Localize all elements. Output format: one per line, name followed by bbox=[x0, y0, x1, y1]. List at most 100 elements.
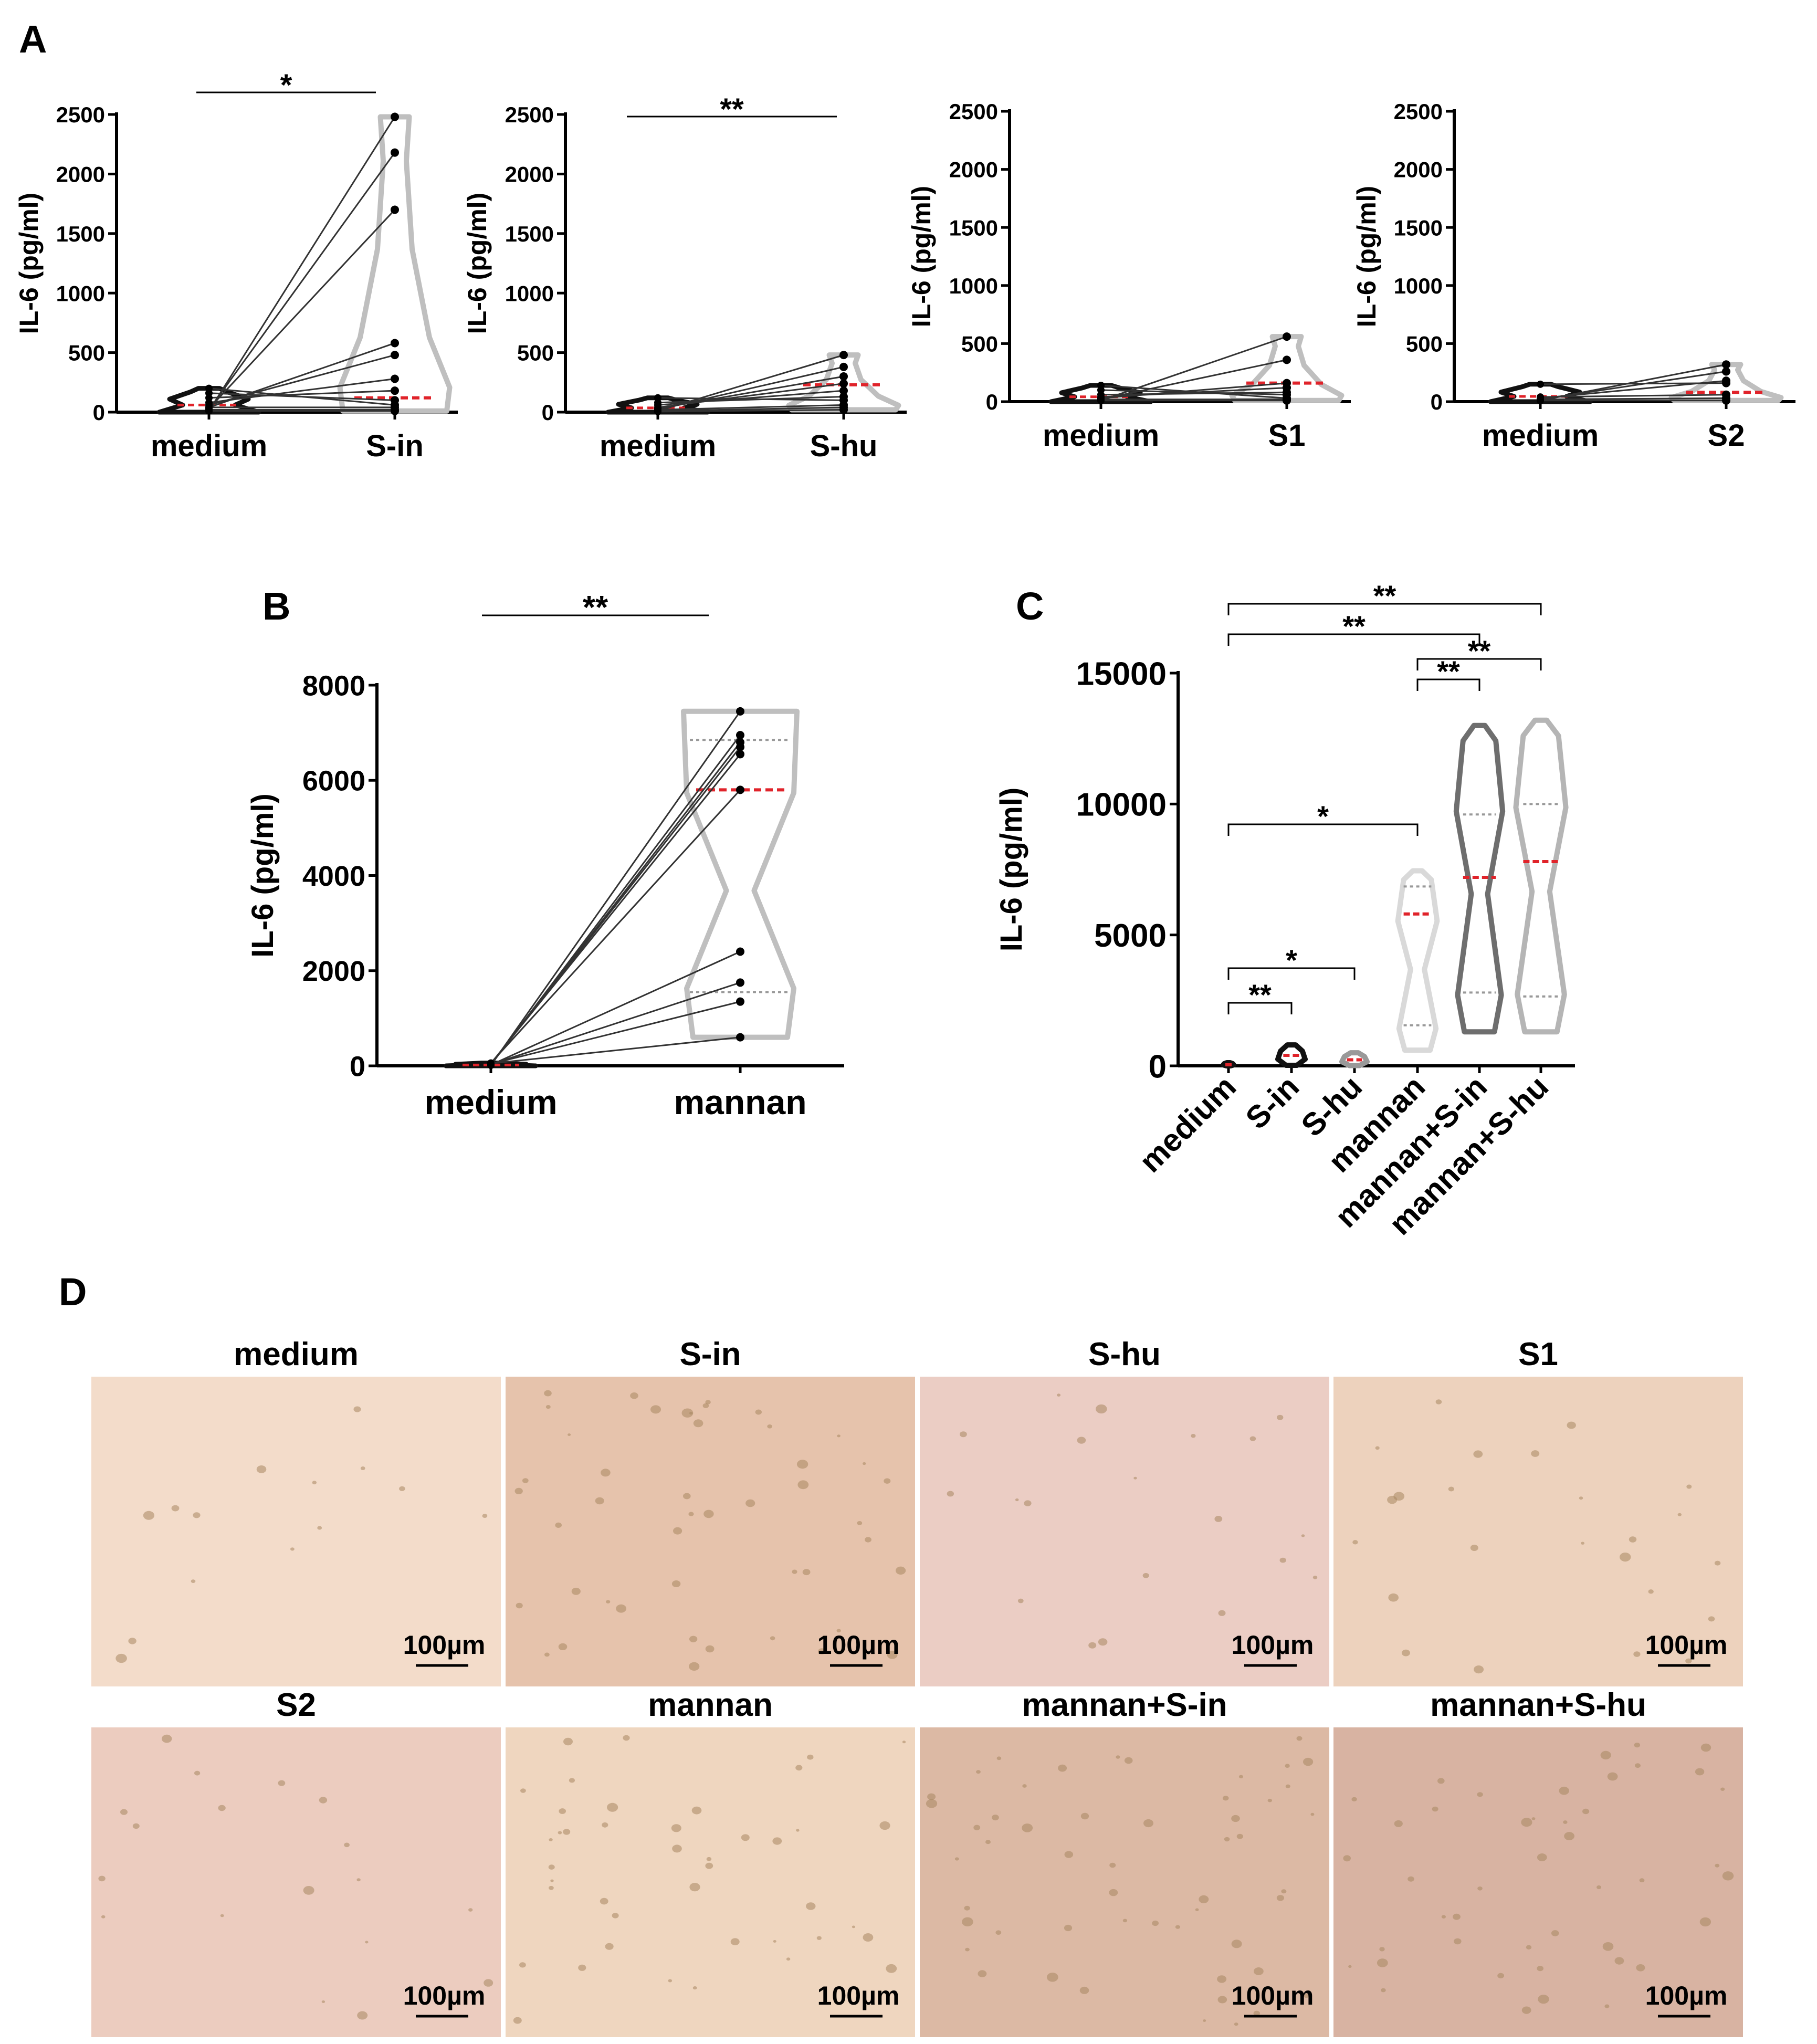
micrograph-cell bbox=[321, 2000, 325, 2003]
micrograph-cell bbox=[1351, 1797, 1357, 1801]
micrograph-cell bbox=[1175, 1925, 1180, 1929]
micrograph-cell bbox=[706, 1857, 712, 1861]
micrograph-cell bbox=[741, 1834, 750, 1841]
b-point bbox=[736, 742, 744, 751]
micrograph-cell bbox=[1600, 1750, 1611, 1759]
micrograph-cell bbox=[544, 1652, 550, 1657]
micrograph-cell bbox=[630, 1392, 638, 1399]
a2-point bbox=[839, 372, 848, 381]
chart-a2: 0 500 1000 1500 2000 2500 IL-6 (pg/ml) medium S-… bbox=[463, 92, 907, 463]
b-point bbox=[736, 731, 744, 740]
micrograph-cell bbox=[1537, 1853, 1547, 1861]
b-significance-label: ** bbox=[583, 590, 608, 626]
a3-point bbox=[1283, 332, 1291, 341]
micrograph-cell bbox=[954, 1857, 959, 1861]
b-y-tick-label: 4000 bbox=[302, 861, 365, 892]
a2-x-tick-label: medium bbox=[600, 429, 716, 463]
micrograph-cell bbox=[965, 1947, 970, 1952]
micrograph-cell bbox=[1143, 1819, 1153, 1828]
micrograph-cell bbox=[902, 1741, 906, 1744]
a1-violin-medium bbox=[156, 386, 261, 415]
a2-pair-line bbox=[657, 383, 844, 408]
micrograph-cell bbox=[544, 1390, 552, 1397]
micrograph-cell bbox=[1046, 1973, 1058, 1982]
micrograph-cell bbox=[1648, 1589, 1654, 1594]
micrograph-cell bbox=[1218, 1610, 1226, 1616]
panel-label-b: B bbox=[262, 584, 290, 628]
a2-pair-line bbox=[657, 397, 844, 401]
a4-point bbox=[1722, 360, 1730, 369]
micrograph-cell bbox=[1393, 1492, 1405, 1501]
chart-b: 0 2000 4000 6000 8000 IL-6 (pg/ml) medium manna… bbox=[246, 590, 844, 1121]
micrograph-cell bbox=[605, 1943, 614, 1950]
micrograph-cell bbox=[514, 1487, 523, 1494]
micrograph-cell bbox=[606, 1600, 611, 1603]
micrograph-cell bbox=[519, 1962, 526, 1968]
micrograph-cell bbox=[673, 1527, 682, 1535]
micrograph-cell bbox=[1453, 1913, 1461, 1920]
a1-significance-label: * bbox=[280, 68, 292, 102]
c-significance-label: ** bbox=[1373, 579, 1396, 612]
a3-y-tick-label: 1000 bbox=[949, 274, 998, 298]
micrograph-cell bbox=[548, 1864, 555, 1870]
a2-pair-line bbox=[657, 390, 844, 406]
micrograph-cell bbox=[1203, 2019, 1206, 2022]
b-point bbox=[736, 997, 744, 1006]
micrograph-cell bbox=[1152, 1920, 1159, 1926]
micrograph-cell bbox=[1296, 1736, 1303, 1741]
a2-violin-medium bbox=[605, 395, 710, 415]
a4-y-tick-label: 1000 bbox=[1394, 274, 1443, 298]
scale-bar-label: 100µm bbox=[1232, 1630, 1314, 1660]
a2-y-tick-label: 2500 bbox=[505, 102, 554, 127]
a3-point bbox=[1283, 396, 1291, 405]
c-y-tick-label: 0 bbox=[1149, 1049, 1167, 1085]
a2-y-axis-label: IL-6 (pg/ml) bbox=[463, 193, 492, 334]
micrograph-cell bbox=[1564, 1832, 1575, 1840]
a4-y-tick-label: 1500 bbox=[1394, 215, 1443, 240]
micrograph-cell bbox=[1254, 1967, 1264, 1975]
panel-label-a: A bbox=[19, 17, 47, 61]
c-significance-bracket bbox=[1416, 678, 1480, 691]
micrograph-cell bbox=[623, 1735, 630, 1741]
micrograph-cell bbox=[303, 1886, 314, 1895]
micrograph-cell bbox=[1636, 1964, 1645, 1972]
a3-point bbox=[1283, 355, 1291, 364]
micrograph-cell bbox=[484, 1979, 493, 1987]
scale-bar-label: 100µm bbox=[1645, 1630, 1728, 1660]
b-point bbox=[736, 707, 744, 716]
a1-point bbox=[205, 384, 213, 392]
micrograph-cell bbox=[1017, 1598, 1024, 1603]
micrograph-cell bbox=[1253, 2010, 1260, 2016]
micrograph-cell bbox=[1058, 1764, 1067, 1772]
micrograph-cell bbox=[1408, 1876, 1414, 1882]
micrograph-cell bbox=[1567, 1421, 1576, 1429]
c-significance-label: ** bbox=[1342, 610, 1366, 643]
micrograph-cell bbox=[1343, 1855, 1351, 1862]
a4-pair-line bbox=[1540, 394, 1727, 398]
micrograph-image bbox=[91, 1377, 501, 1686]
micrograph-title: mannan+S-in bbox=[1022, 1687, 1227, 1723]
micrograph-cell bbox=[786, 1957, 791, 1961]
a3-pair-line bbox=[1100, 391, 1287, 396]
micrograph-cell bbox=[1348, 1965, 1352, 1968]
a1-pair-line bbox=[208, 390, 395, 399]
micrograph-cell bbox=[558, 1643, 568, 1650]
micrograph-cell bbox=[132, 1823, 140, 1829]
micrograph-cell bbox=[1022, 1784, 1027, 1788]
micrograph-cell bbox=[1379, 1947, 1385, 1952]
micrograph-cell bbox=[1238, 1775, 1243, 1778]
c-significance-label: * bbox=[1317, 800, 1329, 833]
b-x-tick-label: mannan bbox=[674, 1083, 806, 1121]
micrograph-cell bbox=[1285, 1764, 1290, 1768]
micrograph-cell bbox=[836, 1629, 841, 1633]
micrograph-cell bbox=[1633, 1651, 1641, 1657]
a2-point bbox=[839, 362, 848, 371]
micrograph-cell bbox=[356, 1878, 361, 1882]
c-violin bbox=[1275, 1042, 1308, 1068]
micrograph-cell bbox=[1695, 1768, 1705, 1776]
scale-bar-label: 100µm bbox=[1232, 1981, 1314, 2010]
micrograph-cell bbox=[926, 1799, 938, 1808]
a3-pair-line bbox=[1100, 336, 1287, 402]
